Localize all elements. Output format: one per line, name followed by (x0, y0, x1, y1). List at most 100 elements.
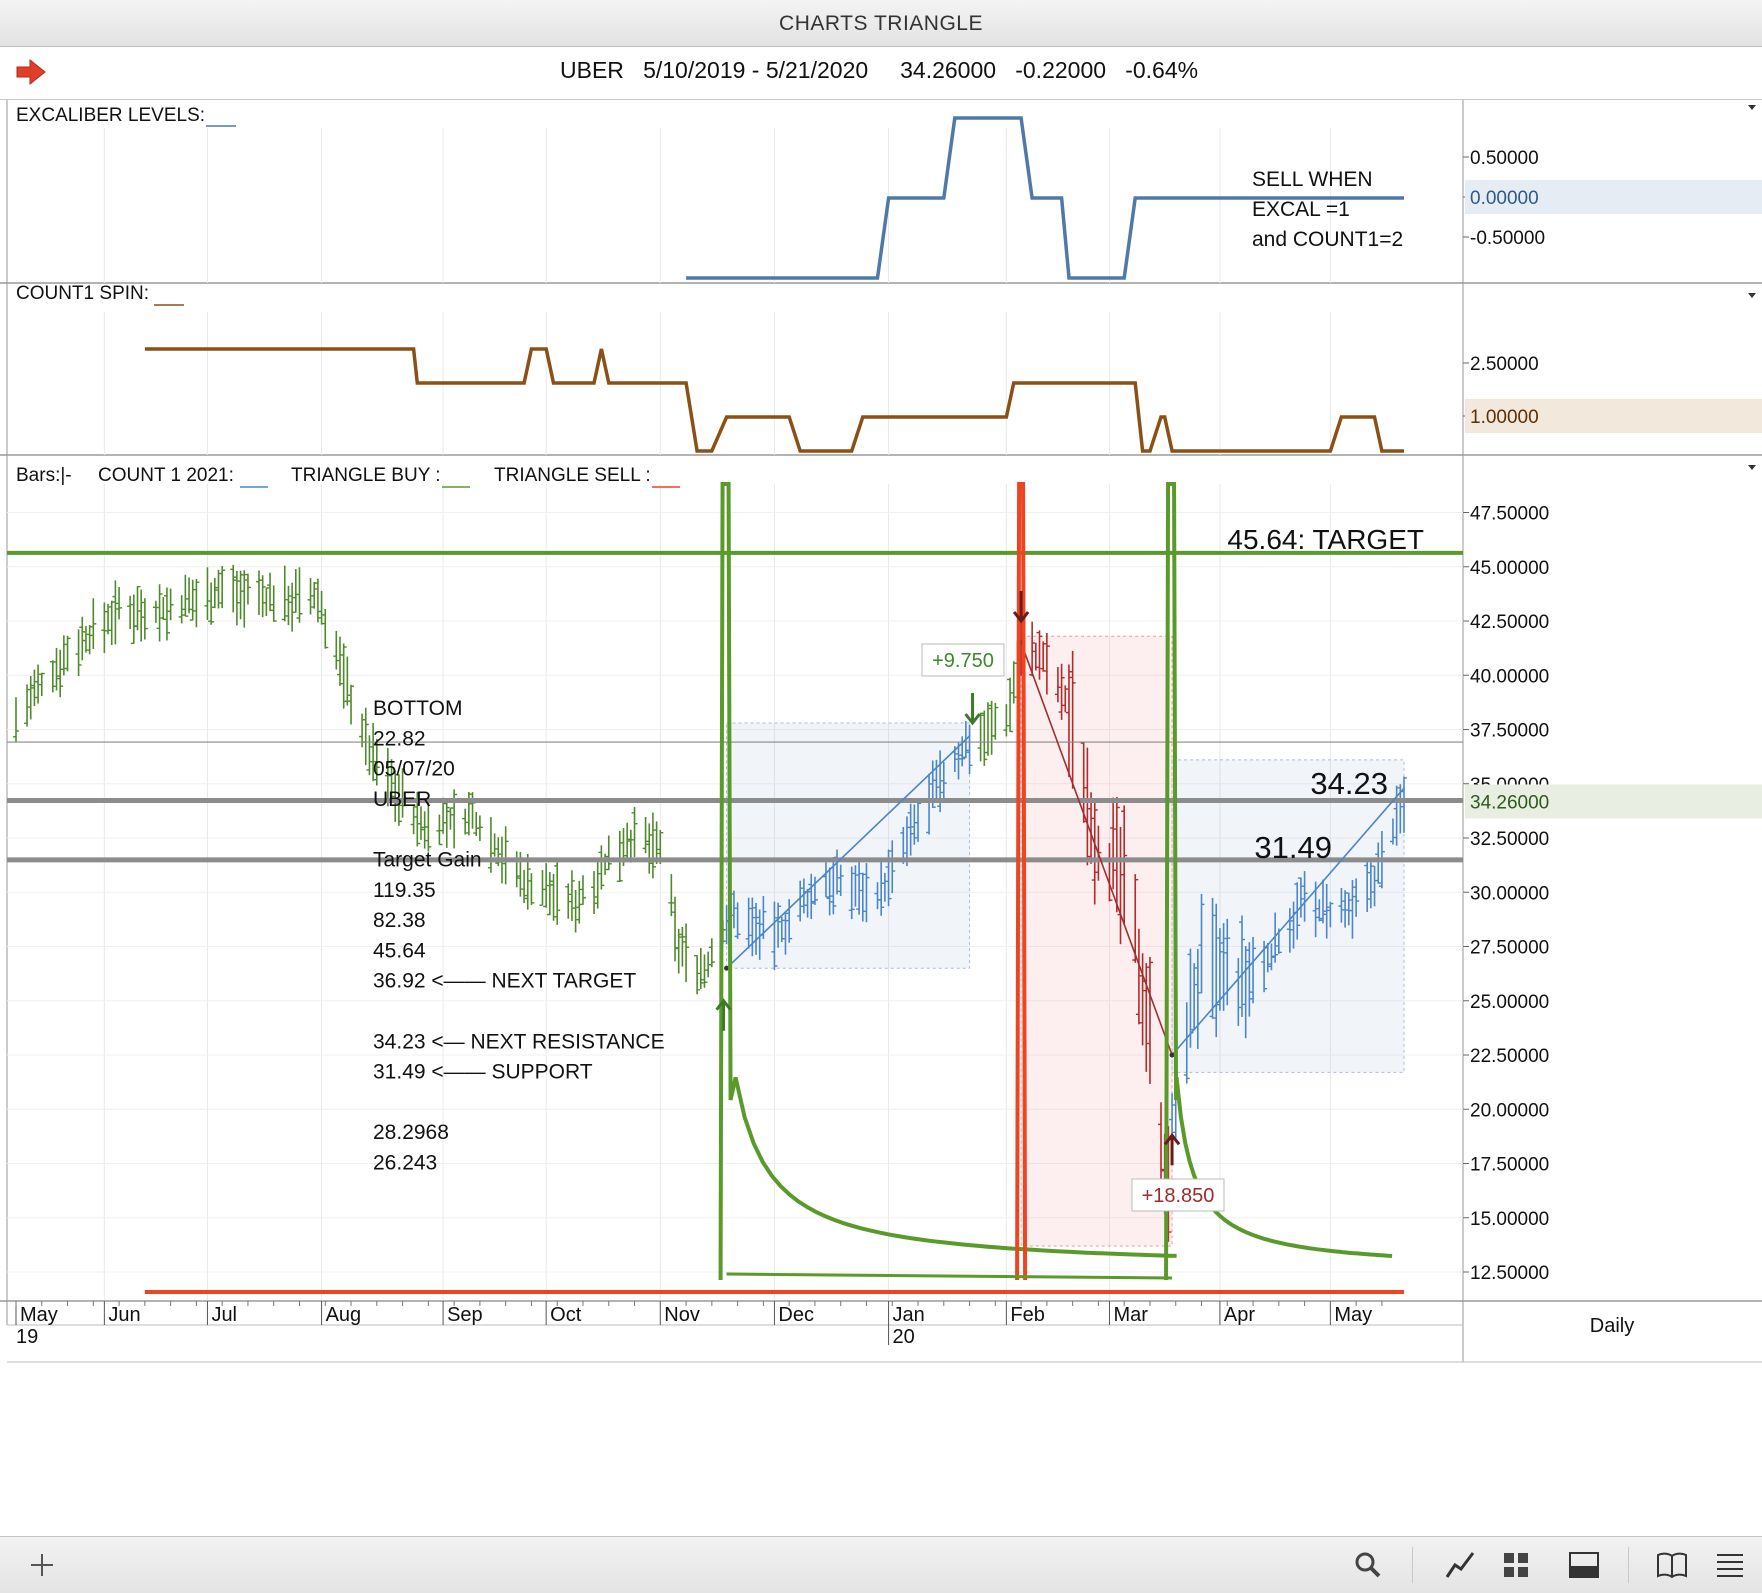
month-label: Oct (550, 1304, 582, 1326)
trend-line (1171, 787, 1405, 1056)
quote-pct: -0.64% (1125, 57, 1199, 83)
buy-floor-line (726, 1272, 1173, 1280)
quote-change: -0.22000 (1015, 57, 1107, 83)
book-icon[interactable] (1652, 1537, 1692, 1593)
window-title: CHARTS TRIANGLE (0, 0, 1762, 47)
month-label: May (20, 1304, 58, 1326)
month-label: May (1334, 1304, 1372, 1326)
excal-current-label: 0.00000 (1470, 188, 1539, 209)
search-icon[interactable] (1348, 1537, 1388, 1593)
list-icon[interactable] (1710, 1537, 1750, 1593)
note-line: 22.82 (373, 727, 426, 750)
note-line: 34.23 <— NEXT RESISTANCE (373, 1030, 665, 1053)
red-arrow-icon[interactable] (16, 59, 46, 85)
quote-symbol: UBER (560, 57, 624, 83)
quote-last: 34.26000 (900, 57, 997, 83)
note-line: 82.38 (373, 909, 426, 932)
main-legend: Bars:|- COUNT 1 2021: TRIANGLE BUY : TRIANG… (16, 465, 680, 488)
triangle-buy-line (718, 482, 1177, 1281)
price-tick-label: 37.50000 (1470, 721, 1549, 742)
axes-layer: May Jun Jul Aug Sep Oct Nov Dec Jan Feb Mar Apr May1… (15, 105, 1756, 1348)
note-line: 119.35 (373, 879, 436, 902)
count-current-badge (1465, 399, 1762, 433)
toolbar-separator (1412, 1547, 1413, 1583)
note-line: 26.243 (373, 1152, 437, 1175)
gain-label-buy: +9.750 (921, 643, 1005, 677)
price-tick-label: 27.50000 (1470, 938, 1549, 959)
legend-count: COUNT 1 2021: (98, 465, 234, 486)
price-tick-label: 20.00000 (1470, 1100, 1549, 1121)
panel-layout-icon[interactable] (1564, 1537, 1604, 1593)
current-price-label: 34.26000 (1470, 792, 1549, 813)
price-tick-label: 17.50000 (1470, 1155, 1549, 1176)
pane-menu-icon[interactable] (1748, 105, 1756, 110)
price-tick-label: 45.00000 (1470, 558, 1549, 579)
excal-note: SELL WHEN (1252, 168, 1373, 191)
pane-menu-icon[interactable] (1748, 293, 1756, 298)
count-series-line (144, 347, 1404, 453)
add-icon[interactable] (22, 1537, 62, 1593)
pane-menu-icon[interactable] (1748, 465, 1756, 470)
period-label[interactable]: Daily (1590, 1315, 1634, 1337)
excal-series-line (686, 116, 1404, 280)
month-label: Jan (893, 1304, 925, 1326)
line-chart-icon[interactable] (1440, 1537, 1480, 1593)
current-price-badge (1465, 784, 1762, 819)
resistance-label: 34.23 (1310, 766, 1388, 801)
toolbar-separator (1628, 1547, 1629, 1583)
month-label: Nov (664, 1304, 700, 1326)
gain-label-sell: +18.850 (1131, 1178, 1225, 1212)
excal-tick-label: -0.50000 (1470, 228, 1545, 249)
grid-layer (0, 100, 1762, 1363)
main-pane[interactable]: Bars:|- COUNT 1 2021: TRIANGLE BUY : TRIANG… (7, 465, 1762, 1294)
sell-exit-arrow-icon (1163, 1132, 1181, 1166)
note-line: 45.64 (373, 939, 426, 962)
month-label: Sep (447, 1304, 483, 1326)
month-label: Mar (1113, 1304, 1148, 1326)
price-tick-label: 40.00000 (1470, 666, 1549, 687)
trade-box (1020, 635, 1173, 1247)
svg-text:+18.850: +18.850 (1142, 1185, 1215, 1207)
support-label: 31.49 (1254, 830, 1332, 865)
sell-arrow-icon (1012, 591, 1030, 624)
month-label: Aug (326, 1304, 362, 1326)
legend-bars: Bars:|- (16, 465, 72, 486)
price-tick-label: 32.50000 (1470, 829, 1549, 850)
excal-pane[interactable]: EXCALIBER LEVELS: 0.50000 0.00000 -0.50000 S… (16, 105, 1762, 280)
price-tick-label: 15.00000 (1470, 1209, 1549, 1230)
grid-layout-icon[interactable] (1496, 1537, 1536, 1593)
count-legend: COUNT1 SPIN: (16, 283, 149, 304)
buy-exit-arrow-icon (964, 692, 981, 726)
svg-text:+9.750: +9.750 (932, 650, 994, 672)
buy-arrow-icon (715, 998, 732, 1031)
excal-legend: EXCALIBER LEVELS: (16, 105, 205, 126)
note-line: 36.92 <—— NEXT TARGET (373, 970, 636, 993)
quote-row: UBER 5/10/2019 - 5/21/2020 34.26000 -0.2… (0, 47, 1762, 100)
month-label: Feb (1010, 1304, 1044, 1326)
excal-note: and COUNT1=2 (1252, 228, 1403, 251)
trend-line (1020, 642, 1173, 1056)
year-label: 20 (893, 1326, 915, 1348)
month-label: Apr (1224, 1304, 1255, 1326)
note-line: Target Gain (373, 849, 482, 872)
price-tick-label: 22.50000 (1470, 1046, 1549, 1067)
excal-note: EXCAL =1 (1252, 198, 1350, 221)
target-label: 45.64: TARGET (1227, 524, 1424, 555)
price-tick-label: 47.50000 (1470, 504, 1549, 525)
price-tick-label: 42.50000 (1470, 612, 1549, 633)
year-label: 19 (16, 1326, 38, 1348)
month-label: Jul (211, 1304, 237, 1326)
excal-tick-label: 0.50000 (1470, 148, 1539, 169)
month-label: Jun (108, 1304, 140, 1326)
count-pane[interactable]: COUNT1 SPIN: 2.50000 1.00000 (16, 283, 1762, 453)
legend-sell: TRIANGLE SELL : (494, 465, 651, 486)
price-tick-label: 12.50000 (1470, 1263, 1549, 1284)
note-line: 28.2968 (373, 1121, 449, 1144)
trade-box (1171, 759, 1405, 1073)
price-tick-label: 30.00000 (1470, 883, 1549, 904)
count-current-label: 1.00000 (1470, 407, 1539, 428)
note-line: 05/07/20 (373, 758, 455, 781)
bottom-toolbar (0, 1536, 1762, 1593)
chart-area[interactable]: EXCALIBER LEVELS: 0.50000 0.00000 -0.50000 S… (0, 100, 1762, 1536)
